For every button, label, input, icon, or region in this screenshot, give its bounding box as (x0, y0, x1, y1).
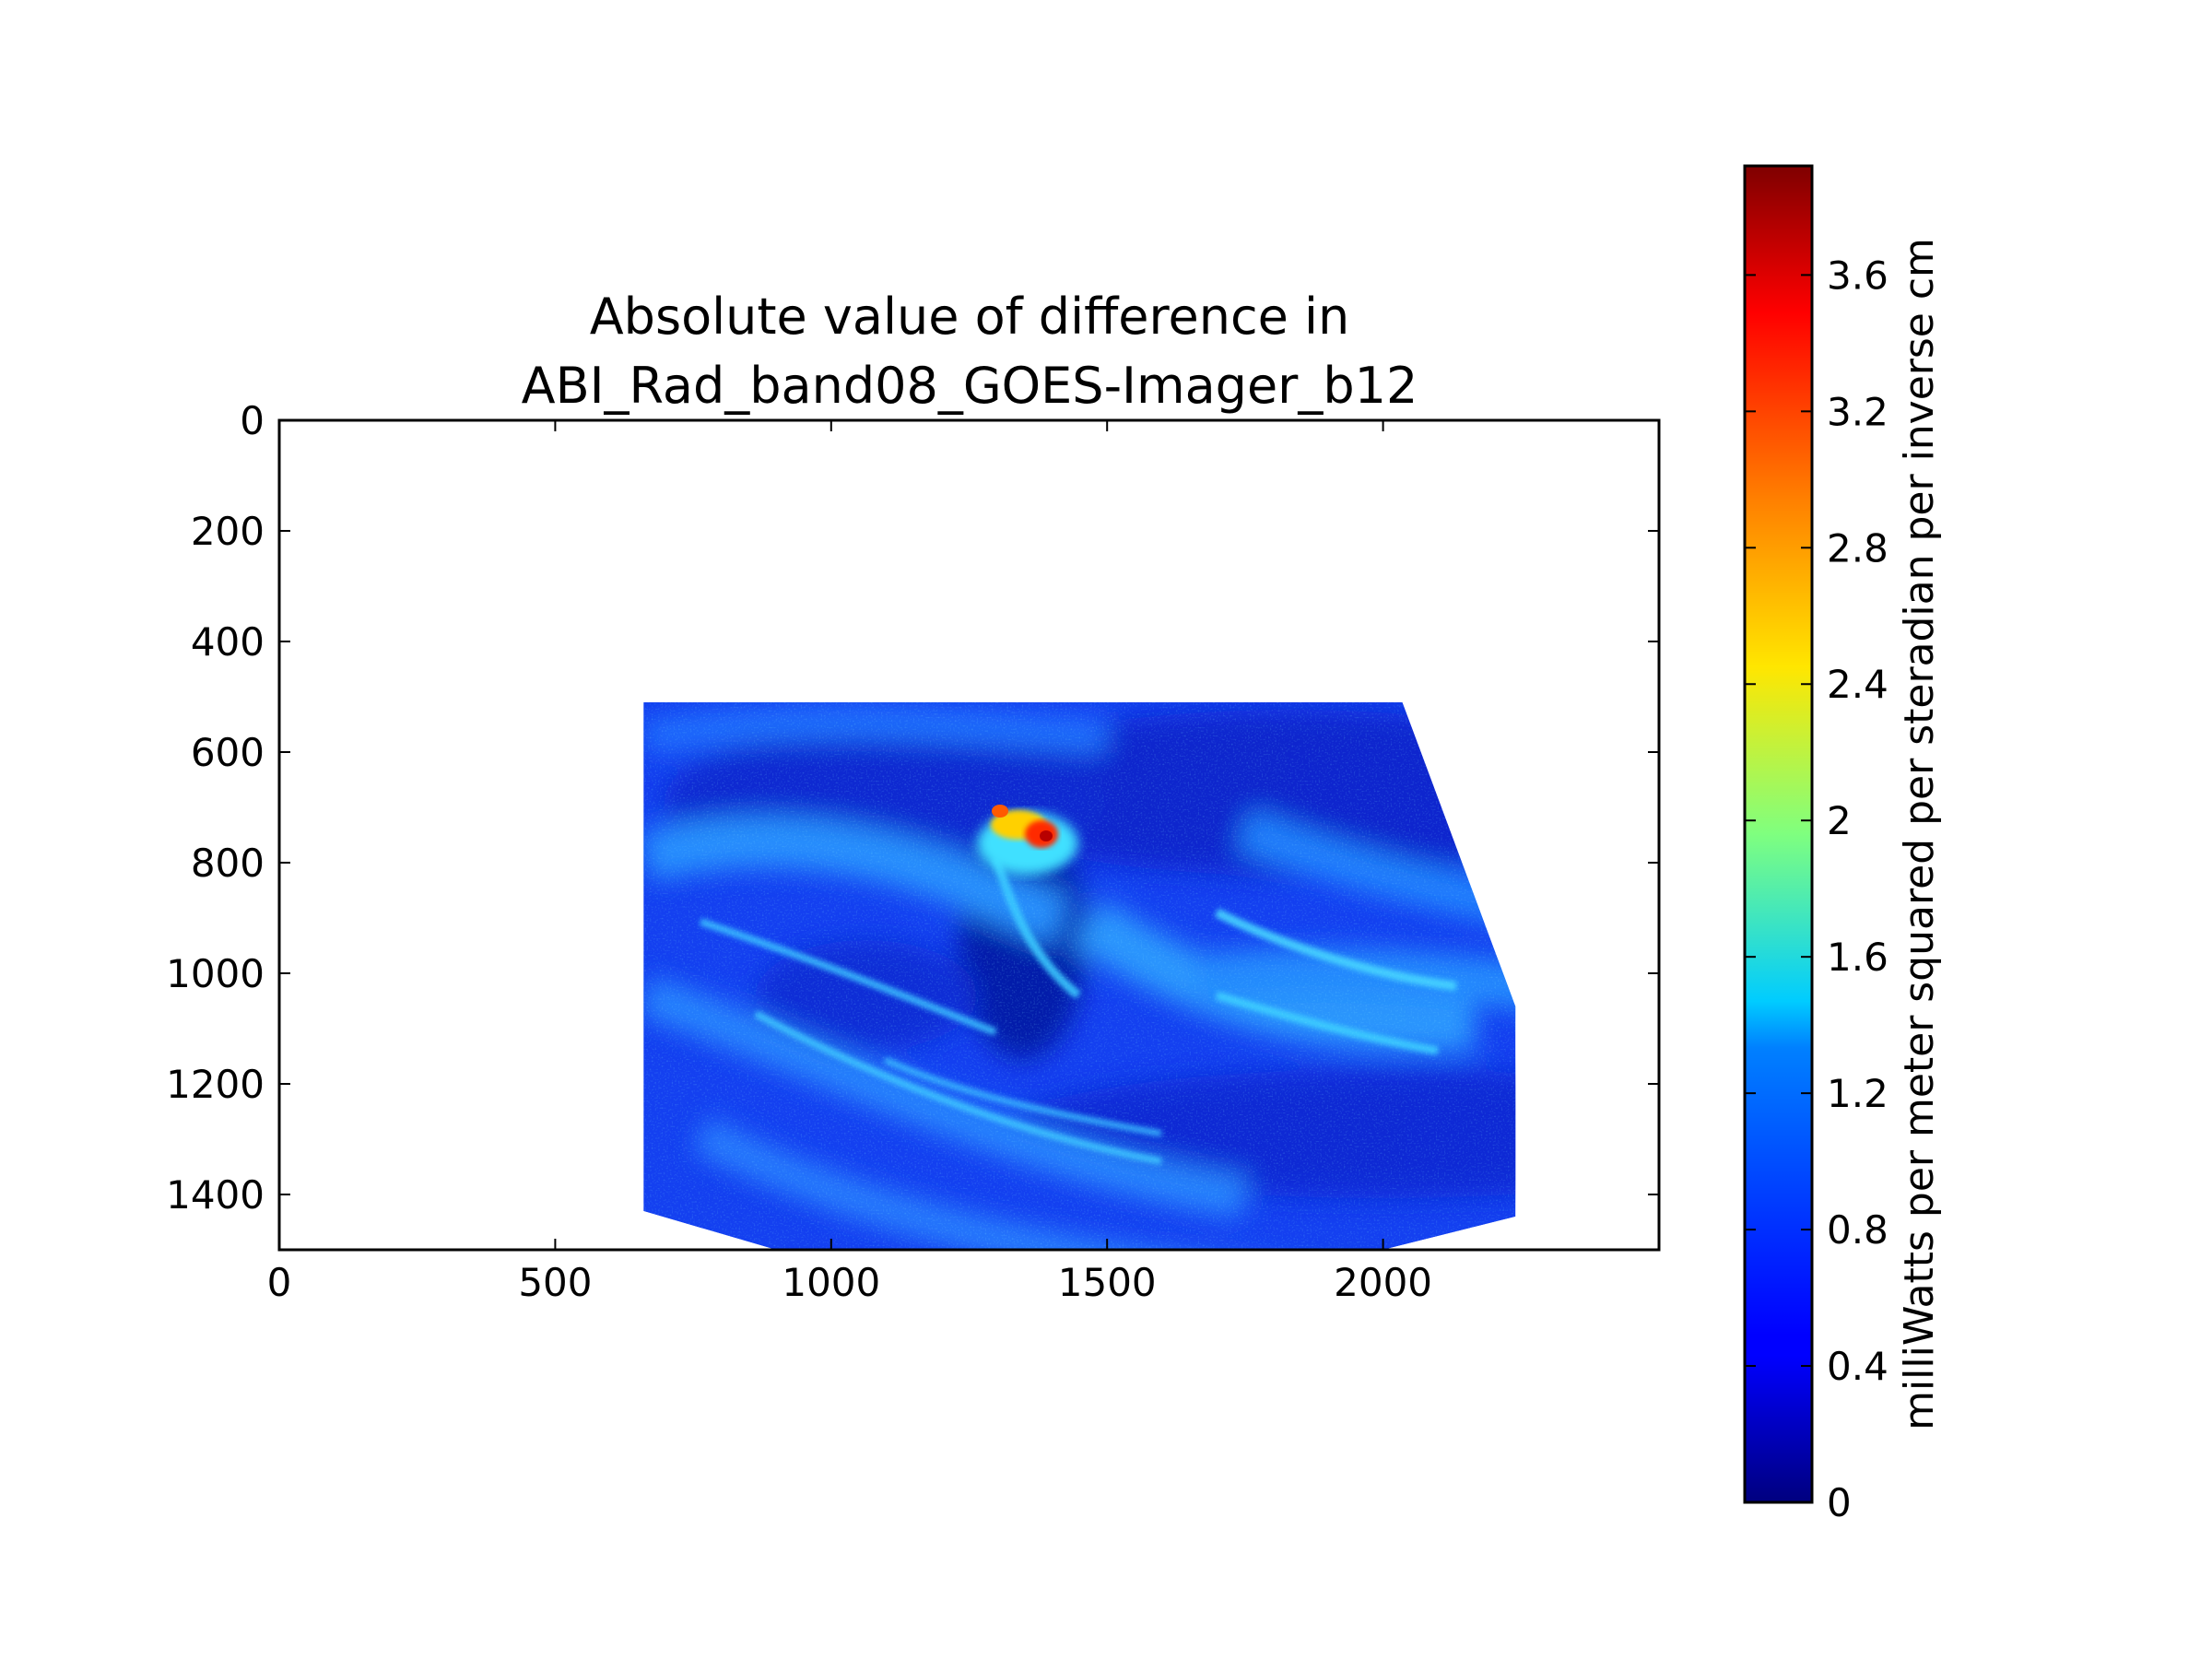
heatmap-image (643, 702, 1516, 1250)
x-tick-label: 500 (518, 1260, 592, 1305)
heatmap-speckle-noise (643, 702, 1516, 1250)
colorbar-gradient (1743, 164, 1814, 1504)
y-tick-label: 400 (191, 619, 265, 665)
y-tick-label: 600 (191, 730, 265, 775)
y-tick-label: 1400 (166, 1172, 265, 1218)
colorbar-tick-label: 3.2 (1827, 389, 1888, 434)
y-axis-ticks: 0 200 400 600 800 1000 1200 1400 (166, 398, 1659, 1218)
y-tick-label: 1200 (166, 1062, 265, 1107)
chart-title-line-1: Absolute value of difference in (590, 288, 1350, 346)
heatmap-hotspot (977, 805, 1078, 875)
x-tick-label: 0 (267, 1260, 292, 1305)
colorbar-label: milliWatts per meter squared per steradi… (1896, 238, 1943, 1430)
x-tick-label: 1500 (1058, 1260, 1157, 1305)
colorbar-tick-label: 0 (1827, 1480, 1852, 1525)
x-tick-label: 1000 (782, 1260, 880, 1305)
y-tick-label: 800 (191, 841, 265, 886)
colorbar-tick-label: 0.8 (1827, 1207, 1888, 1253)
colorbar-tick-label: 1.2 (1827, 1071, 1888, 1116)
colorbar-ticks: 0 0.4 0.8 1.2 1.6 2 2.4 2.8 3.2 3.6 (1745, 253, 1888, 1525)
colorbar-tick-label: 2.8 (1827, 525, 1888, 571)
plot-axes-frame (277, 418, 1661, 1252)
colorbar-tick-label: 0.4 (1827, 1344, 1888, 1389)
hotspot-peak (1040, 830, 1053, 841)
y-tick-label: 1000 (166, 951, 265, 996)
y-tick-label: 0 (240, 398, 265, 443)
y-tick-label: 200 (191, 509, 265, 554)
x-axis-ticks: 0 500 1000 1500 2000 (267, 420, 1432, 1305)
colorbar-tick-label: 2 (1827, 798, 1852, 843)
chart-title-line-2: ABI_Rad_band08_GOES-Imager_b12 (522, 357, 1418, 415)
colorbar-tick-label: 3.6 (1827, 253, 1888, 298)
x-tick-label: 2000 (1334, 1260, 1432, 1305)
colorbar-tick-label: 2.4 (1827, 662, 1888, 707)
colorbar-tick-label: 1.6 (1827, 935, 1888, 980)
hotspot-secondary (992, 805, 1008, 818)
